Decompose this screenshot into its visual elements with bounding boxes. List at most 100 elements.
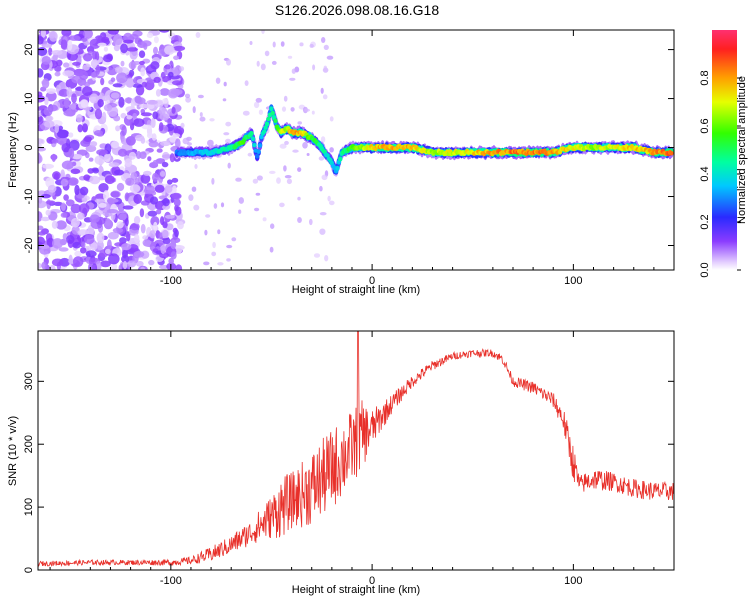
noise-blob <box>329 116 334 122</box>
noise-blob <box>150 216 160 227</box>
noise-blob <box>184 93 191 99</box>
noise-blob <box>82 123 88 133</box>
ridge-mark <box>338 156 343 162</box>
noise-blob <box>238 209 242 214</box>
figure-title: S126.2026.098.08.16.G18 <box>275 2 439 18</box>
noise-blob <box>65 199 75 207</box>
noise-blob <box>116 221 124 229</box>
noise-blob <box>103 104 113 112</box>
noise-blob <box>159 88 170 96</box>
noise-blob <box>84 234 95 245</box>
noise-blob <box>67 39 73 51</box>
noise-blob <box>42 163 54 169</box>
noise-blob <box>103 190 110 202</box>
noise-blob <box>130 222 140 231</box>
noise-blob <box>122 205 134 210</box>
noise-blob <box>140 173 151 184</box>
noise-blob <box>179 66 185 72</box>
noise-blob <box>38 196 43 204</box>
noise-blob <box>124 217 129 227</box>
noise-blob <box>58 247 69 252</box>
noise-blob <box>51 220 58 229</box>
noise-blob <box>172 133 181 138</box>
noise-blob <box>104 175 115 185</box>
noise-blob <box>92 168 100 174</box>
y-tick-label: -20 <box>23 238 35 254</box>
noise-blob <box>143 185 156 195</box>
noise-blob <box>38 115 44 125</box>
y-tick-label: 300 <box>23 372 35 390</box>
noise-blob <box>326 55 334 60</box>
noise-blob <box>107 239 112 251</box>
noise-blob <box>324 255 329 262</box>
noise-blob <box>51 153 56 162</box>
noise-blob <box>76 114 83 123</box>
noise-blob <box>63 194 69 201</box>
noise-blob <box>177 84 184 90</box>
noise-blob <box>171 80 183 86</box>
colorbar-tick-label: 0.2 <box>699 214 711 229</box>
ridge-mark <box>669 150 674 156</box>
noise-blob <box>103 54 113 63</box>
noise-blob <box>139 104 150 109</box>
noise-blob <box>132 83 143 88</box>
x-tick-label: 0 <box>369 275 375 287</box>
noise-blob <box>108 162 120 168</box>
noise-blob <box>161 161 169 168</box>
noise-blob <box>146 132 154 139</box>
noise-blob <box>111 141 120 149</box>
noise-blob <box>129 49 138 60</box>
noise-blob <box>54 124 59 134</box>
noise-blob <box>98 183 109 193</box>
noise-blob <box>281 106 287 112</box>
noise-blob <box>323 44 329 51</box>
noise-blob <box>90 71 98 78</box>
noise-blob <box>147 156 152 162</box>
noise-blob <box>49 31 58 42</box>
noise-blob <box>133 216 141 225</box>
noise-blob <box>153 46 158 55</box>
noise-blob <box>74 250 82 257</box>
noise-blob <box>171 192 182 200</box>
noise-blob <box>140 112 152 117</box>
ridge-mark <box>262 129 267 134</box>
noise-blob <box>309 218 313 226</box>
noise-blob <box>94 155 106 165</box>
noise-blob <box>72 61 81 66</box>
ridge-mark <box>249 131 254 136</box>
noise-blob <box>118 96 125 108</box>
noise-blob <box>162 198 170 207</box>
noise-blob <box>82 86 93 97</box>
noise-blob <box>127 260 137 268</box>
noise-blob <box>138 50 146 58</box>
noise-blob <box>120 112 127 119</box>
noise-blob <box>153 76 161 83</box>
noise-blob <box>140 137 146 144</box>
noise-blob <box>320 136 326 143</box>
snr-axes: -100 0 100 0 100 200 300 <box>23 331 674 587</box>
noise-blob <box>329 200 335 206</box>
noise-blob <box>164 45 175 55</box>
noise-blob <box>223 81 227 87</box>
noise-blob <box>68 132 74 138</box>
noise-blob <box>119 213 127 221</box>
noise-blob <box>96 240 104 251</box>
noise-blob <box>55 220 67 230</box>
noise-blob <box>72 241 81 249</box>
noise-blob <box>52 238 63 249</box>
noise-blob <box>170 239 177 250</box>
y-tick-label: 200 <box>23 435 35 453</box>
noise-blob <box>61 30 72 37</box>
noise-blob <box>82 64 90 71</box>
noise-blob <box>62 62 70 68</box>
colorbar-gradient <box>712 30 737 270</box>
noise-blob <box>207 139 214 147</box>
noise-blob <box>79 70 89 81</box>
noise-blob <box>319 212 327 216</box>
noise-blob <box>261 30 265 34</box>
noise-blob <box>152 159 159 166</box>
noise-blob <box>140 223 146 234</box>
noise-blob <box>167 179 173 185</box>
ridge-mark <box>250 136 256 142</box>
